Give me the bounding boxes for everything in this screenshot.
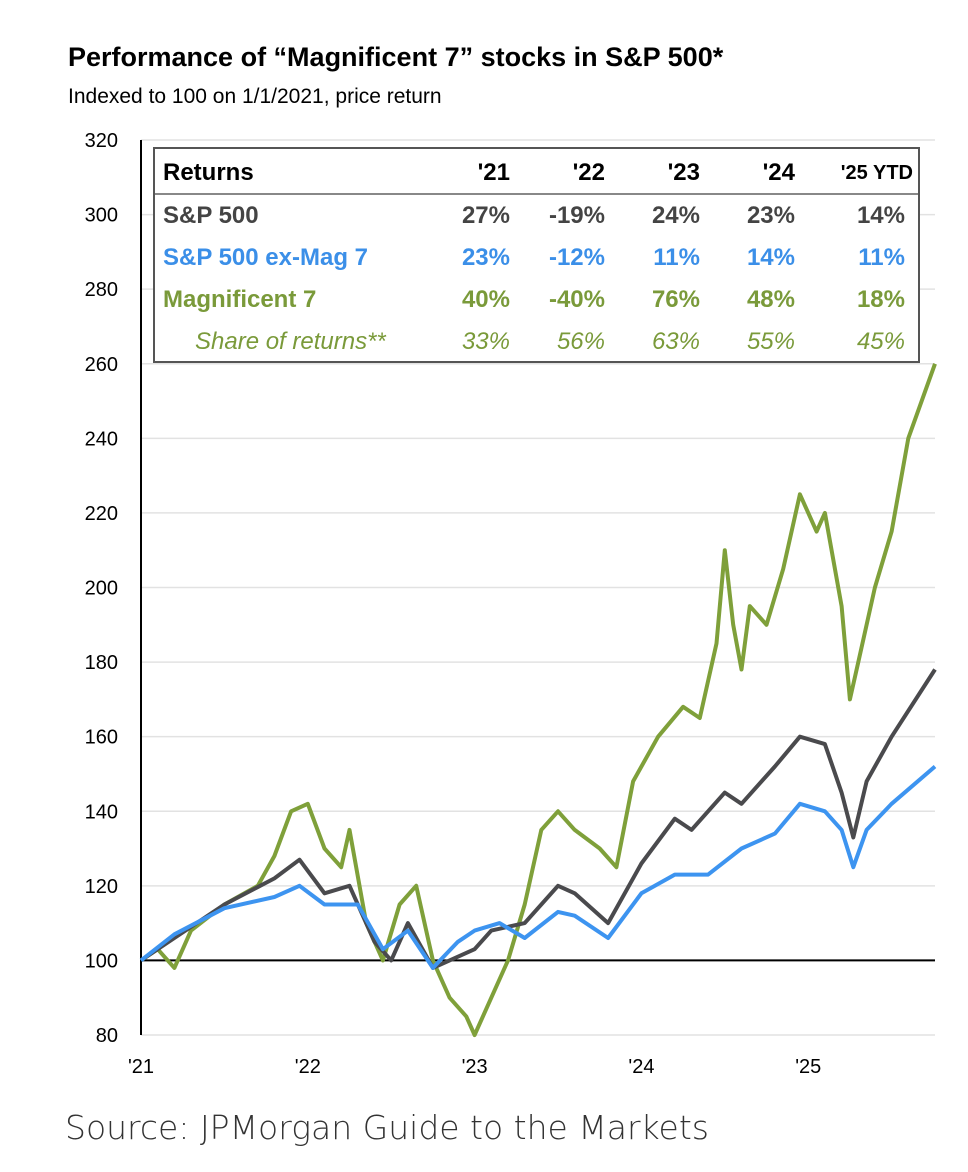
y-tick-label: 320 [85,130,118,152]
x-tick-label: '23 [462,1056,488,1078]
y-tick-label: 140 [85,801,118,823]
y-tick-label: 200 [85,578,118,600]
line-chart: 80 100 120 140 160 180 200 220 240 260 280 300 320 '2… [85,130,937,1078]
x-tick-label: '24 [628,1056,654,1078]
table-row: S&P 500 27% -19% 24% 23% 14% [155,196,918,236]
y-tick-label: 180 [85,652,118,674]
table-header-label: Returns [163,159,254,186]
table-cell: 14% [746,244,795,271]
table-cell: 56% [556,328,605,355]
returns-table: Returns '21 '22 '23 '24 '25 YTD S&P 500 2… [153,147,920,363]
table-cell: 40% [461,286,510,313]
table-row-label: S&P 500 ex-Mag 7 [163,244,368,271]
table-row-label: S&P 500 [163,202,259,229]
series-line-magnificent-7 [139,363,937,1037]
table-cell: 14% [856,202,905,229]
y-tick-label: 100 [85,950,118,972]
x-tick-label: '22 [295,1056,321,1078]
y-tick-label: 120 [85,876,118,898]
table-cell: 27% [461,202,510,229]
y-tick-label: 80 [96,1025,118,1047]
table-cell: 48% [746,286,795,313]
table-row: Magnificent 7 40% -40% 76% 48% 18% [155,280,918,320]
y-tick-label: 260 [85,354,118,376]
table-row: Share of returns** 33% 56% 63% 55% 45% [155,322,918,362]
table-row-label: Magnificent 7 [163,286,317,313]
table-cell: -19% [548,202,605,229]
table-cell: 11% [653,244,700,271]
table-cell: 23% [461,244,510,271]
table-header-row: Returns '21 '22 '23 '24 '25 YTD [155,153,918,195]
table-cell: 11% [858,244,905,271]
y-tick-label: 300 [85,205,118,227]
y-tick-label: 280 [85,279,118,301]
table-cell: 24% [651,202,700,229]
table-cell: 45% [856,328,905,355]
source-note: Source: JPMorgan Guide to the Markets [65,1108,709,1147]
table-cell: -12% [548,244,605,271]
x-tick-label: '21 [128,1056,154,1078]
x-tick-label: '25 [795,1056,821,1078]
table-cell: 18% [856,286,905,313]
table-row: S&P 500 ex-Mag 7 23% -12% 11% 14% 11% [155,238,918,278]
y-tick-label: 240 [85,428,118,450]
table-header-year: '22 [572,159,605,186]
table-header-year: '24 [762,159,795,186]
chart-subtitle: Indexed to 100 on 1/1/2021, price return [68,85,442,108]
table-cell: 76% [651,286,700,313]
series-line-s-p-500 [139,668,937,970]
table-header-year: '25 YTD [840,162,913,184]
table-cell: 55% [746,328,795,355]
table-header-year: '23 [667,159,700,186]
table-header-year: '21 [477,159,510,186]
table-cell: 33% [461,328,510,355]
table-cell: -40% [548,286,605,313]
table-cell: 63% [651,328,700,355]
chart-title: Performance of “Magnificent 7” stocks in… [68,42,724,72]
y-tick-label: 160 [85,727,118,749]
series-line-s-p-500-ex-mag-7 [139,764,937,970]
table-row-label: Share of returns** [195,328,386,355]
y-tick-label: 220 [85,503,118,525]
table-cell: 23% [746,202,795,229]
